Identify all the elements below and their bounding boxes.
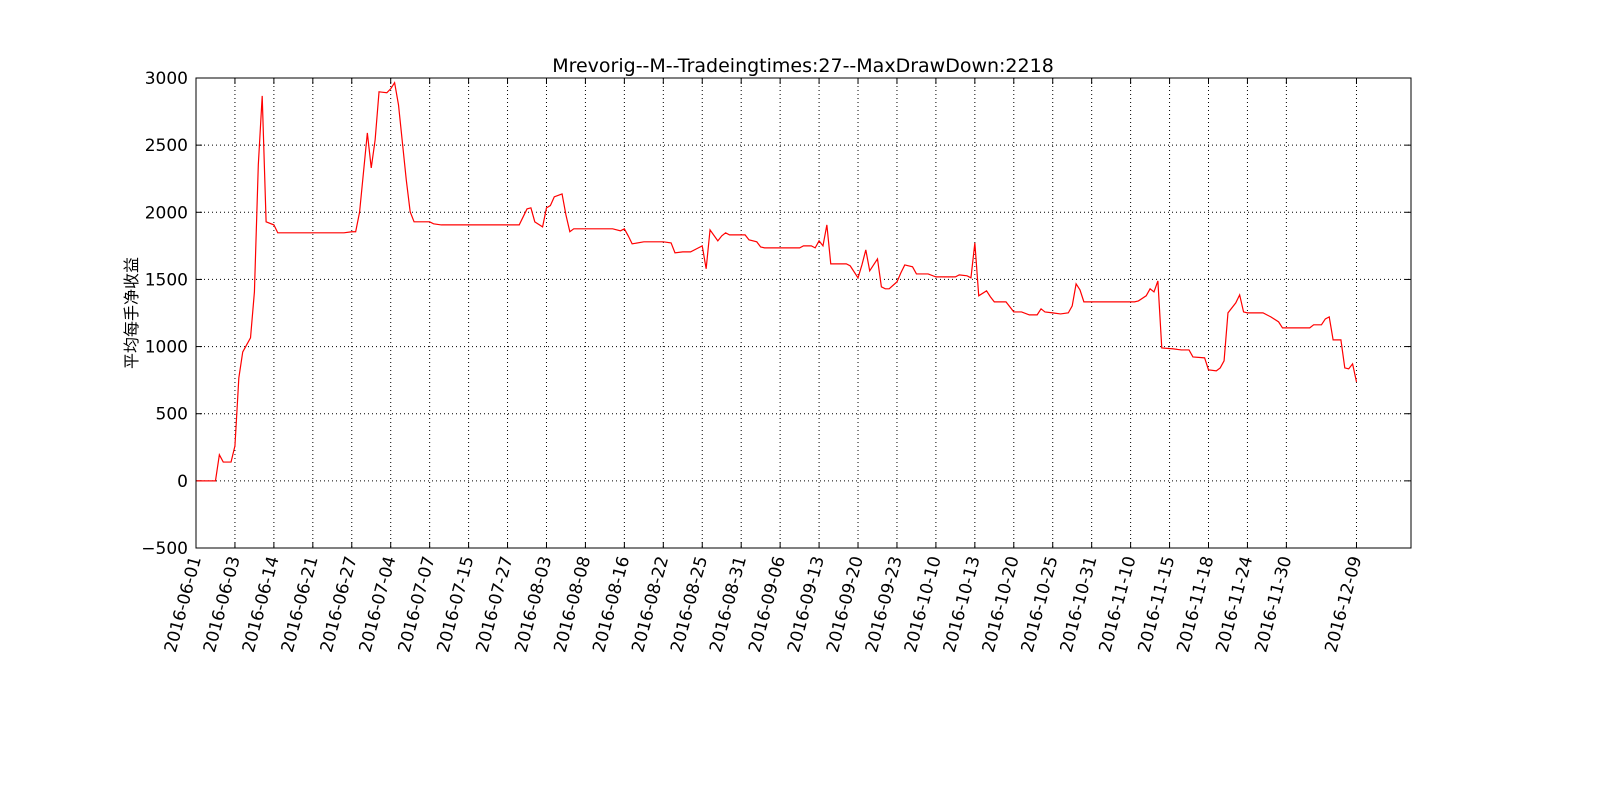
- x-tick-label: 2016-08-08: [550, 554, 595, 655]
- x-tick-label: 2016-09-06: [745, 554, 790, 655]
- x-tick-label: 2016-07-07: [395, 554, 440, 655]
- y-tick-label: 500: [156, 405, 188, 425]
- x-tick-label: 2016-11-30: [1251, 554, 1296, 655]
- x-tick-label: 2016-11-24: [1212, 554, 1257, 655]
- y-axis-label: 平均每手净收益: [122, 257, 141, 369]
- x-tick-label: 2016-10-10: [901, 554, 946, 655]
- data-line: [196, 81, 1358, 482]
- chart-title: Mrevorig--M--Tradeingtimes:27--MaxDrawDo…: [552, 55, 1054, 77]
- plot-frame: [195, 77, 1412, 549]
- y-tick-label: 2500: [145, 136, 188, 156]
- y-tick-label: 1000: [145, 338, 188, 358]
- y-tick-label: 1500: [145, 270, 188, 290]
- x-tick-label: 2016-11-10: [1096, 554, 1141, 655]
- x-tick-label: 2016-10-31: [1057, 554, 1102, 655]
- x-tick-label: 2016-12-09: [1321, 554, 1366, 655]
- x-tick-label: 2016-06-21: [278, 554, 323, 655]
- x-tick-label: 2016-06-14: [239, 554, 284, 655]
- x-tick-label: 2016-09-20: [823, 554, 868, 655]
- y-tick-label: 2000: [145, 203, 188, 223]
- x-tick-label: 2016-06-27: [317, 554, 362, 655]
- x-tick-label: 2016-10-20: [979, 554, 1024, 655]
- x-tick-label: 2016-10-13: [940, 554, 985, 655]
- x-tick-label: 2016-07-04: [356, 554, 401, 655]
- x-tick-label: 2016-08-03: [511, 554, 556, 655]
- x-tick-label: 2016-10-25: [1018, 554, 1063, 655]
- x-tick-label: 2016-08-25: [667, 554, 712, 655]
- x-tick-label: 2016-07-27: [472, 554, 517, 655]
- y-tick-label: 3000: [145, 69, 188, 89]
- x-tick-label: 2016-07-15: [434, 554, 479, 655]
- x-tick-label: 2016-08-31: [706, 554, 751, 655]
- x-tick-label: 2016-06-03: [200, 554, 245, 655]
- x-tick-label: 2016-08-16: [589, 554, 634, 655]
- y-tick-label: 0: [177, 472, 188, 492]
- x-tick-label: 2016-11-15: [1134, 554, 1179, 655]
- x-tick-label: 2016-09-13: [784, 554, 829, 655]
- x-tick-label: 2016-11-18: [1173, 554, 1218, 655]
- x-tick-label: 2016-08-22: [628, 554, 673, 655]
- x-tick-label: 2016-06-01: [161, 554, 206, 655]
- x-tick-label: 2016-09-23: [862, 554, 907, 655]
- y-tick-label: −500: [141, 539, 188, 559]
